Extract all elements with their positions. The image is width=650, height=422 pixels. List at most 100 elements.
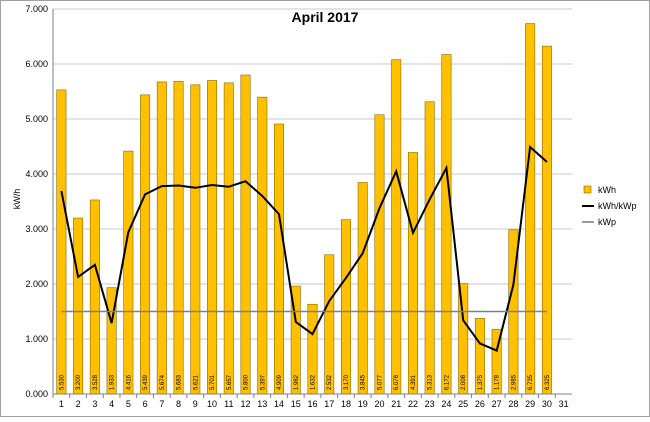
bar-data-label: 6.735 <box>528 374 534 390</box>
x-tick-label: 21 <box>391 399 401 409</box>
x-tick-label: 12 <box>241 399 251 409</box>
axes: 0.000 1.000 2.000 3.000 4.000 5.000 6.000 7.000… <box>25 4 572 409</box>
bar-data-label: 5.657 <box>227 374 233 390</box>
bar-kwh <box>424 101 435 395</box>
x-tick-label: 14 <box>274 399 284 409</box>
y-tick-label: 0.000 <box>25 389 48 399</box>
bar-kwh <box>274 123 285 395</box>
x-tick-label: 20 <box>374 399 384 409</box>
x-tick-label: 27 <box>492 399 502 409</box>
x-tick-label: 1 <box>59 399 64 409</box>
x-tick-label: 9 <box>193 399 198 409</box>
x-tick-label: 19 <box>358 399 368 409</box>
y-tick-label: 1.000 <box>25 334 48 344</box>
bar-data-label: 5.701 <box>210 374 216 390</box>
bar-data-label: 2.985 <box>511 374 517 390</box>
bar-data-label: 1.962 <box>294 374 300 390</box>
x-tick-label: 13 <box>257 399 267 409</box>
legend-label: kWh <box>598 185 616 195</box>
x-tick-label: 18 <box>341 399 351 409</box>
y-tick-label: 4.000 <box>25 169 48 179</box>
bar-kwh <box>324 254 335 395</box>
x-tick-label: 31 <box>559 399 569 409</box>
y-tick-label: 3.000 <box>25 224 48 234</box>
bar-data-label: 6.325 <box>545 374 551 390</box>
bar-kwh <box>173 81 184 395</box>
bar-data-label: 4.416 <box>126 374 132 390</box>
bar-data-label: 3.200 <box>76 374 82 390</box>
x-tick-label: 30 <box>542 399 552 409</box>
x-tick-label: 26 <box>475 399 485 409</box>
bar-data-label: 5.621 <box>193 374 199 390</box>
bar-kwh <box>73 217 84 395</box>
bar-kwh <box>357 182 368 395</box>
x-tick-label: 6 <box>143 399 148 409</box>
bar-kwh <box>541 45 552 395</box>
bar-kwh <box>156 81 167 395</box>
x-tick-label: 3 <box>92 399 97 409</box>
bar-data-label: 2.532 <box>327 374 333 390</box>
bar-kwh <box>140 94 151 395</box>
bar-kwh <box>257 96 268 395</box>
y-tick-label: 5.000 <box>25 114 48 124</box>
bar-kwh <box>56 89 67 395</box>
bar-kwh <box>89 199 100 395</box>
bar-kwh <box>441 54 452 395</box>
bar-data-label: 6.172 <box>444 374 450 390</box>
bar-series-kwh: 5.530 3.200 3.528 1.933 4.416 5.439 5.674 5.683… <box>56 23 552 395</box>
bar-kwh <box>190 84 201 395</box>
bar-data-label: 4.391 <box>411 374 417 390</box>
x-tick-label: 16 <box>307 399 317 409</box>
legend-label: kWh/kWp <box>598 201 637 211</box>
legend-swatch-kwh <box>583 185 592 194</box>
y-tick-label: 6.000 <box>25 59 48 69</box>
legend: kWh kWh/kWp kWp <box>582 185 637 227</box>
bar-data-label: 5.683 <box>177 374 183 390</box>
x-tick-label: 11 <box>224 399 233 409</box>
x-tick-label: 22 <box>408 399 418 409</box>
bar-data-label: 5.077 <box>377 374 383 390</box>
x-tick-label: 23 <box>425 399 435 409</box>
bar-kwh <box>374 114 385 395</box>
bar-data-label: 5.800 <box>244 374 250 390</box>
bar-data-label: 5.439 <box>143 374 149 390</box>
bar-data-label: 3.845 <box>361 374 367 390</box>
x-tick-label: 10 <box>207 399 217 409</box>
x-tick-label: 2 <box>76 399 81 409</box>
bar-data-label: 5.674 <box>160 374 166 390</box>
x-tick-label: 5 <box>126 399 131 409</box>
bar-kwh <box>340 219 351 395</box>
bar-data-label: 3.170 <box>344 374 350 390</box>
bar-data-label: 4.909 <box>277 374 283 390</box>
x-tick-label: 29 <box>525 399 535 409</box>
bar-kwh <box>223 82 234 395</box>
bar-data-label: 5.313 <box>428 374 434 390</box>
line-series <box>60 144 548 352</box>
bar-data-label: 1.632 <box>311 374 317 390</box>
y-tick-label: 2.000 <box>25 279 48 289</box>
bar-kwh <box>240 74 251 395</box>
bar-kwh <box>391 59 402 395</box>
bar-data-label: 5.397 <box>260 374 266 390</box>
x-tick-label: 7 <box>159 399 164 409</box>
bar-data-label: 1.178 <box>495 374 501 390</box>
bar-data-label: 1.375 <box>478 374 484 390</box>
x-tick-label: 4 <box>109 399 114 409</box>
x-tick-label: 8 <box>176 399 181 409</box>
x-tick-label: 15 <box>291 399 301 409</box>
bar-kwh <box>123 150 134 395</box>
x-tick-label: 25 <box>458 399 468 409</box>
y-axis-label: kW/h <box>12 189 22 210</box>
bar-kwh <box>407 152 418 395</box>
line-series-kwh-per-kwp <box>60 144 548 352</box>
x-tick-label: 28 <box>508 399 518 409</box>
bar-data-label: 5.530 <box>59 374 65 390</box>
x-tick-label: 17 <box>324 399 334 409</box>
chart-title: April 2017 <box>292 9 359 25</box>
bar-data-label: 2.008 <box>461 374 467 390</box>
y-tick-label: 7.000 <box>25 4 48 14</box>
bar-data-label: 6.078 <box>394 374 400 390</box>
bar-data-label: 1.933 <box>110 374 116 390</box>
